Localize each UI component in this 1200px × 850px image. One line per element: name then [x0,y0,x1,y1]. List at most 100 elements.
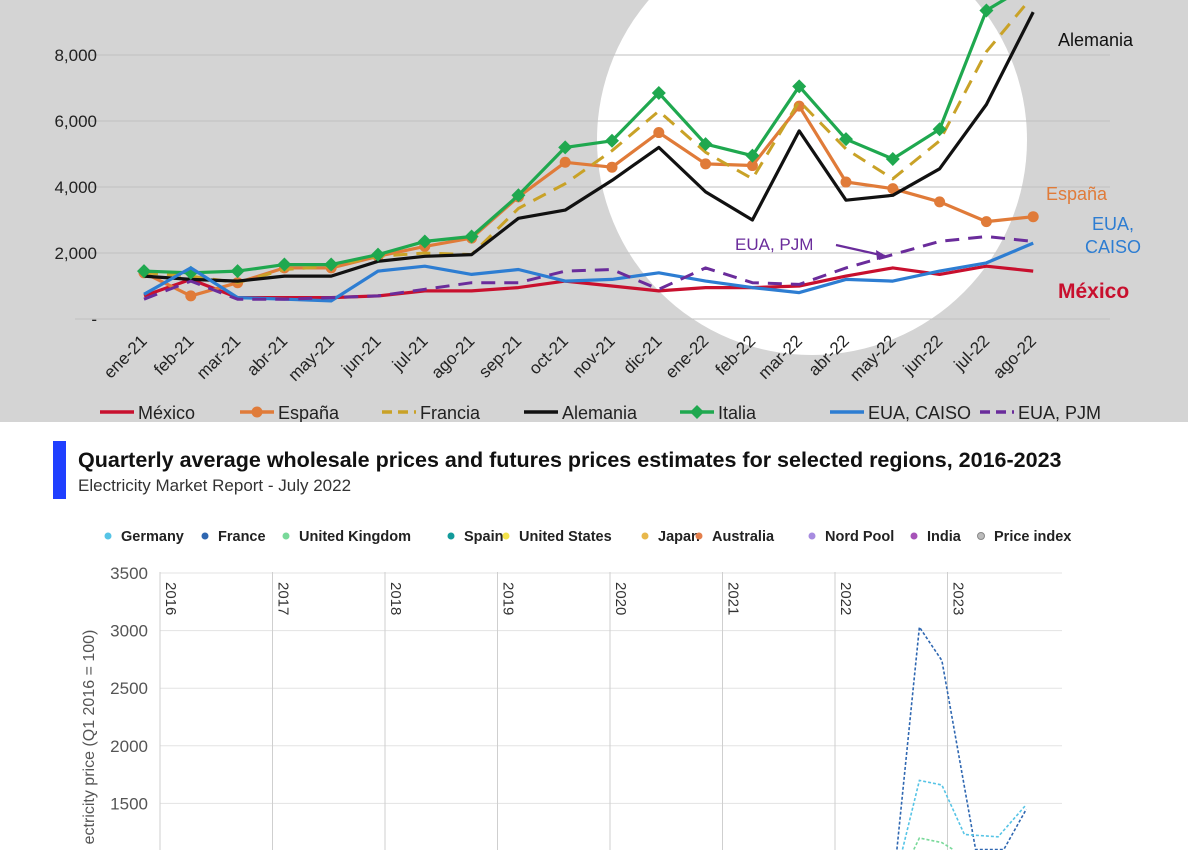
series-label-alemania: Alemania [1058,30,1134,50]
legend-label-espana: España [278,403,340,422]
data-point-italia [558,140,573,155]
data-point-italia [745,148,760,163]
legend-dot-nord-pool [808,532,816,540]
data-point-italia [371,247,385,262]
data-point-italia [417,234,432,249]
series-line-francia [143,0,1032,285]
data-point-italia [698,137,713,152]
data-point-italia [464,229,479,244]
legend-label-france[interactable]: France [218,529,266,545]
y-axis-label: ectricity price (Q1 2016 = 100) [81,630,98,845]
series-lines [896,624,1027,850]
y-tick-label: 3000 [110,622,148,641]
series-end-labels: México España Alemania EUA, CAISO EUA, PJM [735,30,1141,303]
data-point-italia [277,257,292,272]
series-line-france [896,624,1027,850]
series-line-eua-caiso [143,241,1034,303]
legend-dot-australia [695,532,703,540]
year-label: 2021 [725,582,742,615]
data-point-italia [979,3,994,18]
series-label-eua-caiso: CAISO [1085,237,1141,257]
right-margin [1188,0,1200,422]
y-tick-label: 1500 [110,794,148,813]
legend-label-india[interactable]: India [927,529,962,545]
data-point-italia [605,133,619,148]
data-point-espana [980,216,992,228]
year-label: 2016 [162,582,179,615]
y-axis-tick-labels: - 2,000 4,000 6,000 8,000 [54,46,97,329]
series-line-italia [143,0,1007,275]
legend-label-australia[interactable]: Australia [712,529,775,545]
legend-label-eua-caiso: EUA, CAISO [868,403,971,422]
data-point-italia [792,79,807,94]
grid-lines [75,54,1110,320]
legend-dot-spain [447,532,455,540]
data-point-italia [651,85,666,100]
legend-dot-price-index [977,532,985,540]
grid-lines [159,572,1062,850]
legend-label-germany[interactable]: Germany [121,529,184,545]
data-point-italia [230,264,245,279]
legend: México España Francia Alemania Italia EUA, CA… [100,403,1101,422]
series-line-united-kingdom [913,837,954,850]
y-tick-label: - [91,310,97,329]
y-axis-tick-labels: 1500 2000 2500 3000 3500 [110,564,148,813]
legend-dot-united-kingdom [282,532,290,540]
series-label-eua-caiso: EUA, [1092,214,1134,234]
legend-label-japan[interactable]: Japan [658,529,700,545]
data-point-espana [887,183,899,195]
legend-label-eua-pjm: EUA, PJM [1018,403,1101,422]
y-tick-label: 2,000 [54,244,97,263]
year-label: 2023 [950,582,967,615]
y-tick-label: 2500 [110,679,148,698]
year-label: 2022 [837,582,854,615]
data-point-espana [559,156,571,168]
legend-label-italia: Italia [718,403,757,422]
year-label: 2018 [387,582,404,615]
arrow-head-icon [876,250,888,260]
data-point-espana [606,161,618,173]
legend-label-united-kingdom[interactable]: United Kingdom [299,529,411,545]
data-point-espana [185,290,197,302]
legend-marker [251,406,263,418]
series-lines [137,0,1039,303]
year-label: 2017 [275,582,292,615]
price-index-line-chart: Germany France United Kingdom Spain United S… [81,529,1071,850]
legend-label-alemania: Alemania [562,403,638,422]
legend-dot-japan [641,532,649,540]
y-tick-label: 3500 [110,564,148,583]
title-accent-bar [53,441,66,499]
data-point-italia [932,122,947,137]
series-line-alemania [143,11,1035,283]
y-tick-label: 2000 [110,737,148,756]
series-line-mexico [143,264,1034,300]
chart-title: Quarterly average wholesale prices and f… [78,448,1062,472]
series-label-espana: España [1046,184,1108,204]
legend: Germany France United Kingdom Spain United S… [104,529,1071,545]
year-label: 2019 [500,582,517,615]
legend-dot-india [910,532,918,540]
legend-label-spain[interactable]: Spain [464,529,503,545]
legend-label-francia: Francia [420,403,481,422]
year-label: 2020 [612,582,629,615]
legend-dot-united-states [502,532,510,540]
legend-label-price-index[interactable]: Price index [994,529,1071,545]
data-point-italia [511,188,526,203]
y-tick-label: 8,000 [54,46,97,65]
data-point-italia [324,257,339,272]
series-label-eua-pjm: EUA, PJM [735,235,813,254]
data-point-espana [934,196,946,208]
legend-dot-germany [104,532,112,540]
data-point-italia [885,151,900,166]
data-point-espana [653,127,665,139]
data-point-espana [700,158,712,170]
y-tick-label: 6,000 [54,112,97,131]
legend-label-nord-pool[interactable]: Nord Pool [825,529,894,545]
legend-marker [690,405,704,419]
legend-dot-france [201,532,209,540]
chart-subtitle: Electricity Market Report - July 2022 [78,476,352,495]
legend-label-united-states[interactable]: United States [519,529,612,545]
bottom-chart-panel: Quarterly average wholesale prices and f… [0,422,1200,850]
data-point-espana [746,160,758,172]
